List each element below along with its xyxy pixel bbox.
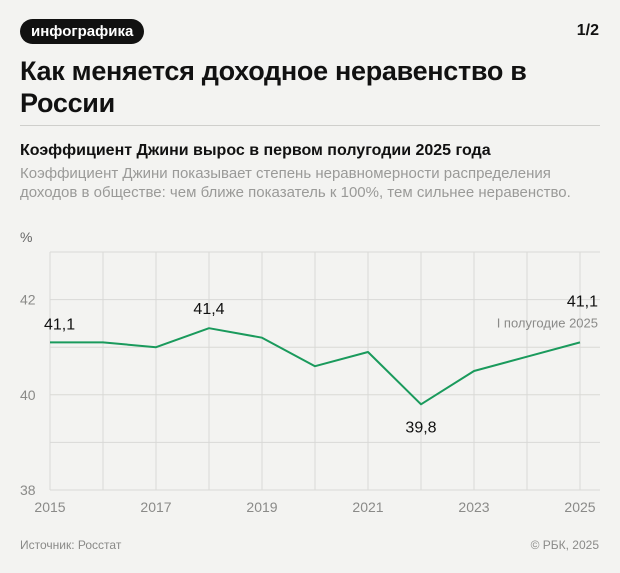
x-tick-labels: 2015 2017 2019 2021 2023 2025 bbox=[34, 499, 595, 515]
data-label: 41,1 bbox=[44, 316, 75, 333]
y-tick-label: 40 bbox=[20, 387, 36, 403]
y-tick-labels: 38 40 42 bbox=[20, 292, 36, 498]
annotations: I полугодие 2025 bbox=[497, 315, 598, 330]
divider bbox=[20, 125, 600, 126]
data-labels: 41,1 41,4 39,8 41,1 bbox=[44, 293, 598, 436]
data-label: 39,8 bbox=[405, 419, 436, 436]
source-note: Источник: Росстат bbox=[20, 538, 122, 552]
x-tick-label: 2025 bbox=[564, 499, 595, 515]
annotation-label: I полугодие 2025 bbox=[497, 315, 598, 330]
y-tick-label: 42 bbox=[20, 292, 36, 308]
series-line-gini bbox=[50, 327, 581, 406]
data-label: 41,4 bbox=[193, 301, 224, 318]
page-indicator: 1/2 bbox=[576, 22, 599, 39]
page-title: Как меняется доходное неравенство в Росс… bbox=[20, 56, 527, 118]
x-tick-label: 2015 bbox=[34, 499, 65, 515]
x-tick-label: 2021 bbox=[352, 499, 383, 515]
x-tick-label: 2019 bbox=[246, 499, 277, 515]
x-tick-label: 2023 bbox=[458, 499, 489, 515]
grid-lines bbox=[49, 251, 600, 491]
category-badge: инфографика bbox=[20, 19, 145, 44]
chart-description: Коэффициент Джини показывает степень нер… bbox=[20, 165, 571, 201]
data-label: 41,1 bbox=[567, 293, 598, 310]
y-tick-label: 38 bbox=[20, 482, 36, 498]
copyright-note: © РБК, 2025 bbox=[530, 538, 599, 552]
chart-subtitle: Коэффициент Джини вырос в первом полугод… bbox=[20, 142, 491, 159]
x-tick-label: 2017 bbox=[140, 499, 171, 515]
line-chart: 38 40 42 2015 2017 2019 2021 2023 2025 41,1 41,4… bbox=[20, 251, 600, 515]
y-axis-unit: % bbox=[20, 229, 33, 245]
